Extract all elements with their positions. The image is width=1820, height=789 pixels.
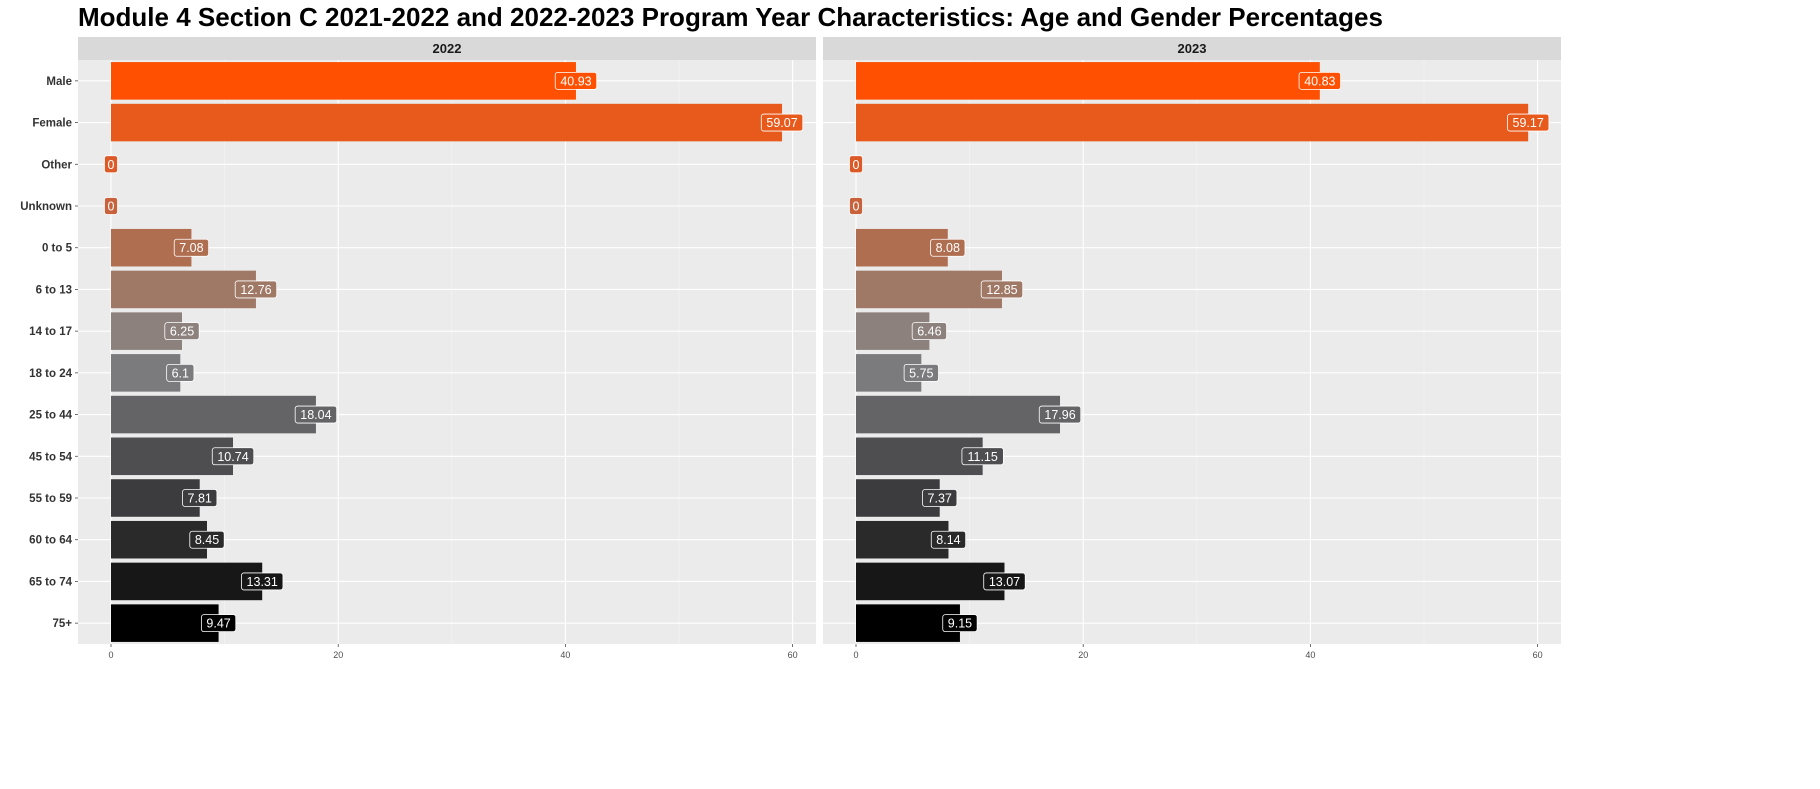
data-label-2023-65-to-74: 13.07	[989, 575, 1020, 589]
bar-2022-female	[111, 103, 783, 142]
data-label-2023-14-to-17: 6.46	[917, 325, 941, 339]
data-label-2022-75plus: 9.47	[206, 617, 230, 631]
panel-2022-x-tick-label: 0	[108, 650, 113, 660]
data-label-box-2022-14-to-17	[164, 322, 200, 341]
data-label-2023-45-to-54: 11.15	[967, 450, 997, 464]
data-label-2023-female: 59.17	[1513, 116, 1544, 130]
data-label-box-2023-14-to-17	[911, 322, 947, 341]
y-tick-label-18-to-24: 18 to 24	[29, 368, 72, 380]
panel-2022-strip-label: 2022	[433, 41, 462, 56]
panel-2023-x-tick-label: 20	[1078, 650, 1088, 660]
y-tick-label-0-to-5: 0 to 5	[42, 243, 73, 255]
data-label-box-2023-other	[849, 155, 863, 174]
panel-2023-x-tick-label: 40	[1305, 650, 1315, 660]
y-tick-label-65-to-74: 65 to 74	[29, 576, 72, 588]
data-label-box-2022-55-to-59	[182, 489, 218, 507]
data-label-2023-0-to-5: 8.08	[936, 241, 960, 255]
panel-2022-x-tick-label: 40	[560, 650, 570, 660]
data-label-2023-6-to-13: 12.85	[986, 283, 1017, 297]
data-label-box-2022-60-to-64	[189, 530, 225, 549]
data-label-box-2023-45-to-54	[961, 447, 1004, 466]
data-label-2022-0-to-5: 7.08	[179, 241, 203, 255]
bar-2022-6-to-13	[111, 270, 256, 309]
panel-2022-strip	[78, 37, 816, 60]
data-label-box-2023-65-to-74	[983, 572, 1026, 591]
panel-2022-x-tick-label: 60	[788, 650, 798, 660]
panel-2023-x-tick-label: 0	[853, 650, 858, 660]
data-label-box-2022-0-to-5	[173, 238, 210, 257]
data-label-box-2023-6-to-13	[980, 280, 1024, 299]
data-label-box-2023-unknown	[849, 197, 863, 215]
y-tick-label-60-to-64: 60 to 64	[29, 535, 72, 547]
data-label-box-2022-45-to-54	[211, 447, 255, 466]
data-label-2022-male: 40.93	[560, 74, 591, 88]
y-tick-label-unknown: Unknown	[20, 201, 72, 213]
data-label-2022-other: 0	[108, 158, 115, 172]
data-label-box-2022-unknown	[104, 197, 118, 215]
data-label-2023-75plus: 9.15	[948, 617, 972, 631]
data-label-2023-18-to-24: 5.75	[909, 366, 933, 380]
bar-2023-65-to-74	[856, 562, 1005, 601]
data-label-2023-other: 0	[853, 158, 860, 172]
y-tick-label-45-to-54: 45 to 54	[29, 451, 72, 463]
data-label-2023-male: 40.83	[1304, 74, 1335, 88]
data-label-2022-45-to-54: 10.74	[217, 450, 248, 464]
y-tick-label-female: Female	[32, 118, 72, 130]
data-label-box-2023-60-to-64	[930, 530, 967, 549]
data-label-box-2022-18-to-24	[166, 363, 195, 382]
data-label-box-2023-25-to-44	[1038, 405, 1082, 424]
bar-2022-75plus	[111, 604, 219, 642]
data-label-2023-unknown: 0	[853, 200, 860, 214]
data-label-box-2022-25-to-44	[294, 405, 338, 424]
y-tick-label-male: Male	[46, 76, 72, 88]
data-label-2022-female: 59.07	[766, 116, 797, 130]
data-label-box-2022-other	[104, 155, 118, 174]
data-label-box-2022-6-to-13	[234, 280, 278, 299]
bar-2023-25-to-44	[856, 395, 1061, 434]
data-label-2022-65-to-74: 13.31	[247, 575, 278, 589]
bar-2023-female	[856, 103, 1529, 142]
data-label-2023-55-to-59: 7.37	[928, 492, 952, 506]
panel-2023-x-tick-label: 60	[1533, 650, 1543, 660]
panel-2022-x-tick-label: 20	[333, 650, 343, 660]
panel-2023-strip	[823, 37, 1561, 60]
data-label-box-2023-male	[1298, 71, 1341, 90]
data-label-2023-25-to-44: 17.96	[1044, 408, 1075, 422]
y-tick-label-25-to-44: 25 to 44	[29, 410, 72, 422]
data-label-box-2023-75plus	[942, 614, 978, 633]
data-label-2022-60-to-64: 8.45	[195, 533, 219, 547]
data-label-box-2022-65-to-74	[241, 572, 284, 591]
data-label-2022-25-to-44: 18.04	[300, 408, 331, 422]
data-label-2023-60-to-64: 8.14	[936, 533, 960, 547]
data-label-2022-18-to-24: 6.1	[172, 366, 189, 380]
data-label-box-2023-female	[1507, 113, 1550, 132]
data-label-2022-14-to-17: 6.25	[170, 325, 194, 339]
data-label-box-2022-female	[760, 113, 804, 132]
data-label-box-2023-0-to-5	[930, 238, 966, 257]
bar-2022-65-to-74	[111, 562, 263, 601]
y-tick-label-14-to-17: 14 to 17	[29, 326, 72, 338]
y-tick-label-6-to-13: 6 to 13	[36, 284, 72, 296]
y-tick-label-75plus: 75+	[52, 618, 72, 630]
chart-title: Module 4 Section C 2021-2022 and 2022-20…	[78, 2, 1383, 32]
bar-2023-6-to-13	[856, 270, 1002, 309]
data-label-box-2022-male	[554, 71, 598, 90]
bar-2022-25-to-44	[111, 395, 316, 434]
data-label-box-2023-18-to-24	[903, 363, 939, 382]
data-label-2022-6-to-13: 12.76	[240, 283, 271, 297]
y-tick-label-other: Other	[41, 159, 72, 171]
panel-2023-strip-label: 2023	[1178, 41, 1207, 56]
data-label-2022-55-to-59: 7.81	[188, 492, 212, 506]
bar-2022-male	[111, 62, 576, 100]
data-label-2022-unknown: 0	[108, 200, 115, 214]
bar-2023-male	[856, 62, 1320, 100]
y-tick-label-55-to-59: 55 to 59	[29, 493, 72, 505]
data-label-box-2022-75plus	[200, 614, 237, 633]
data-label-box-2023-55-to-59	[922, 489, 958, 507]
